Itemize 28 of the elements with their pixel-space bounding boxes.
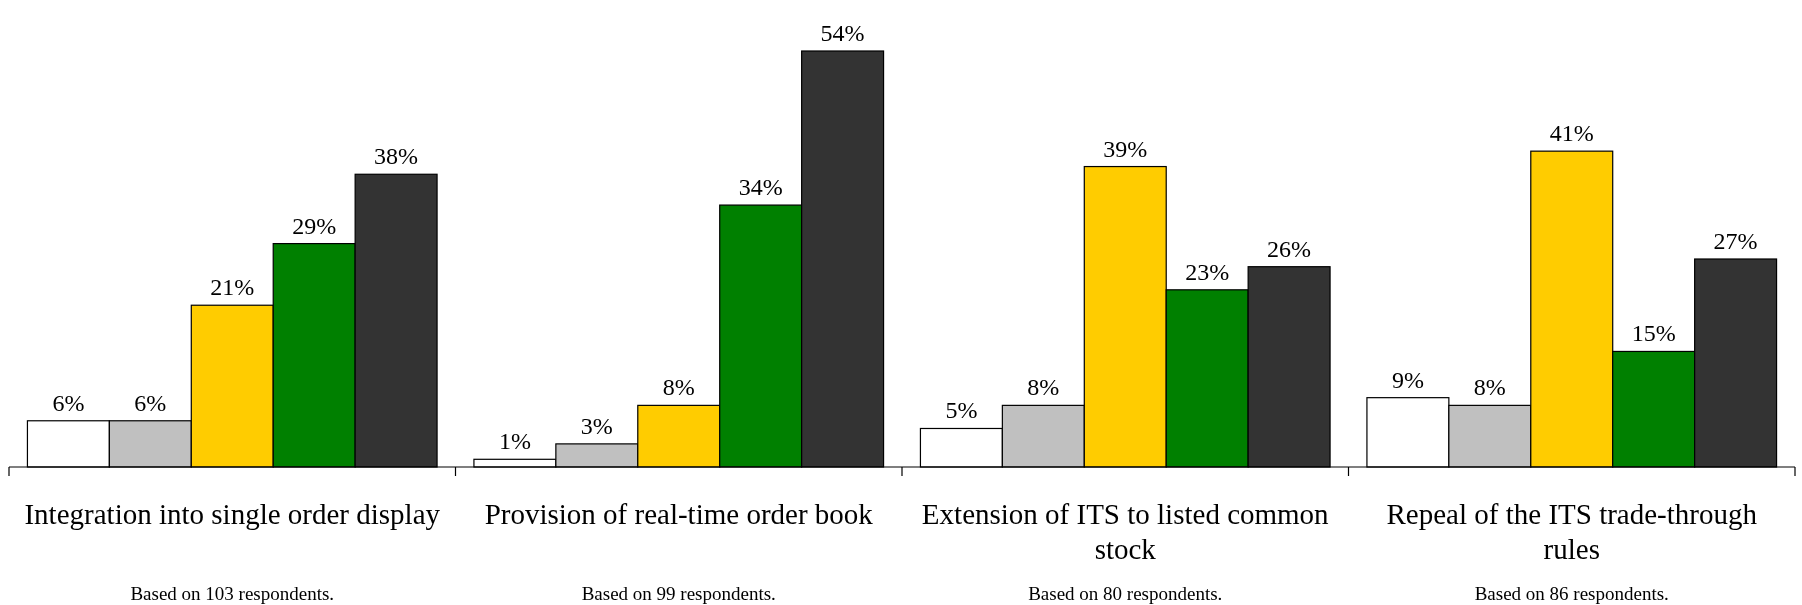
data-label: 54% [820,20,865,46]
data-label: 38% [374,143,419,170]
data-label: 6% [52,389,85,416]
data-label: 41% [1549,120,1594,147]
data-label: 1% [498,428,531,455]
x-tick-label: Integration into single order display [24,498,441,530]
x-tick-label: Extension of ITS to listed common stock [921,498,1330,565]
data-label: 6% [134,389,167,416]
data-label: 8% [662,374,695,401]
data-label: 27% [1713,228,1758,254]
x-tick-label: Provision of real-time order book [484,498,874,530]
text: Based on 86 respondents. [1474,583,1669,604]
data-label: 29% [292,212,337,239]
data-label: 26% [1267,235,1312,262]
data-label: 15% [1631,320,1676,347]
x-tick-label: Repeal of the ITS trade-through rules [1386,498,1758,565]
text: Based on 99 respondents. [581,583,776,604]
data-label: 5% [945,397,978,424]
data-label: 23% [1185,258,1230,285]
text: Based on 80 respondents. [1028,583,1223,604]
data-label: 8% [1473,374,1506,401]
text: Based on 103 respondents. [130,583,335,604]
data-label: 3% [580,412,613,439]
data-label: 8% [1027,374,1060,401]
data-label: 21% [210,274,255,301]
data-label: 39% [1103,135,1148,162]
data-label: 34% [738,174,783,201]
data-label: 9% [1391,366,1424,393]
